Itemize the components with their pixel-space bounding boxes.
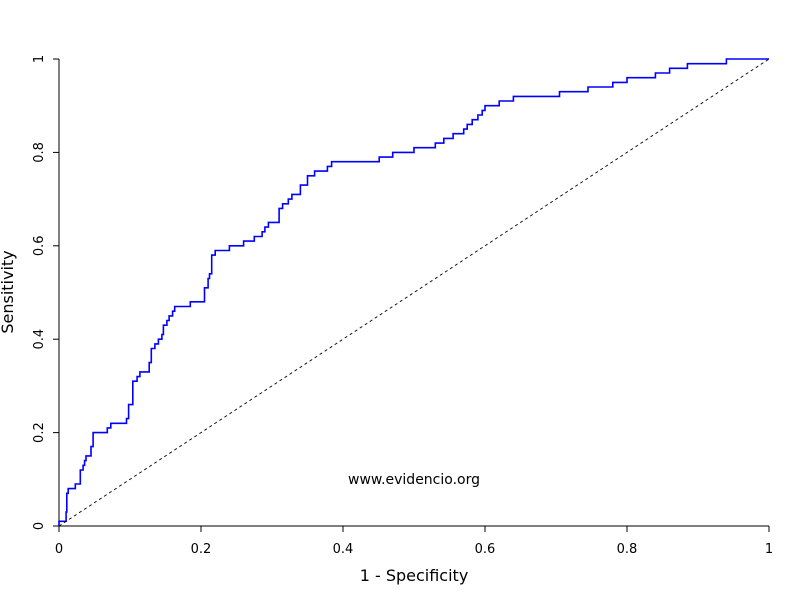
x-axis-title: 1 - Specificity bbox=[360, 566, 469, 585]
x-tick-label: 1 bbox=[765, 542, 773, 557]
x-tick-label: 0.4 bbox=[333, 542, 354, 557]
series-layer bbox=[58, 58, 770, 527]
x-tick-label: 0.8 bbox=[617, 542, 638, 557]
roc-curve-line bbox=[58, 58, 769, 526]
y-tick-label: 0 bbox=[32, 522, 47, 530]
y-axis: 0 0.2 0.4 0.6 0.8 1 bbox=[32, 55, 60, 530]
watermark-annotation: www.evidencio.org bbox=[348, 472, 480, 488]
x-tick-label: 0.6 bbox=[475, 542, 496, 557]
y-tick-label: 0.4 bbox=[32, 329, 47, 350]
x-tick-label: 0.2 bbox=[191, 542, 212, 557]
y-tick-label: 0.6 bbox=[32, 235, 47, 256]
y-tick-label: 0.2 bbox=[32, 422, 47, 443]
reference-diagonal-line bbox=[58, 58, 770, 527]
y-tick-label: 0.8 bbox=[32, 142, 47, 163]
x-tick-label: 0 bbox=[55, 542, 63, 557]
y-tick-label: 1 bbox=[32, 55, 47, 63]
x-axis: 0 0.2 0.4 0.6 0.8 1 bbox=[55, 525, 773, 557]
y-axis-title: Sensitivity bbox=[0, 250, 17, 333]
